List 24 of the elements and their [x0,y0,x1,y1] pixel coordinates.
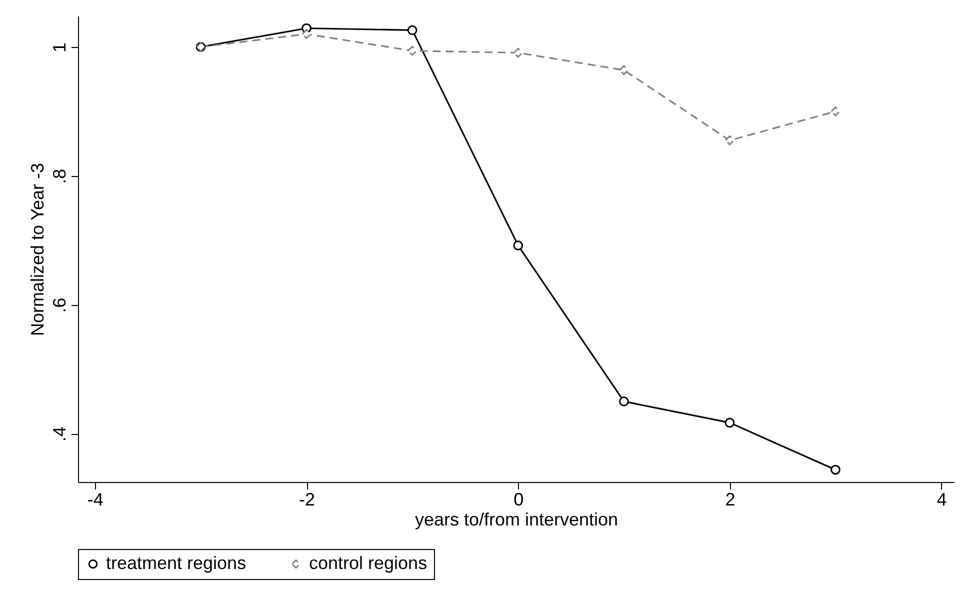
y-tick-label: .4 [50,426,70,442]
x-tick-label: 0 [514,490,524,510]
point [618,396,629,406]
point [830,106,840,116]
x-tick-label: -2 [299,490,316,510]
point [830,464,840,475]
point [513,240,524,250]
legend-label: control regions [309,553,428,573]
legend-label: treatment regions [106,553,246,573]
x-tick-label: 2 [725,490,736,510]
x-tick-label: -4 [87,490,104,510]
point [407,46,418,56]
y-tick-label: .8 [50,168,70,184]
point [618,65,629,76]
point [302,29,312,39]
point [513,48,524,58]
y-axis-title: Normalized to Year -3 [28,162,48,336]
point [407,25,418,36]
x-axis-title: years to/from intervention [414,510,618,530]
y-tick-label: 1 [50,42,70,52]
point [724,418,735,428]
x-tick-label: 4 [936,490,947,510]
point [724,135,735,146]
y-tick-label: .6 [50,298,70,313]
